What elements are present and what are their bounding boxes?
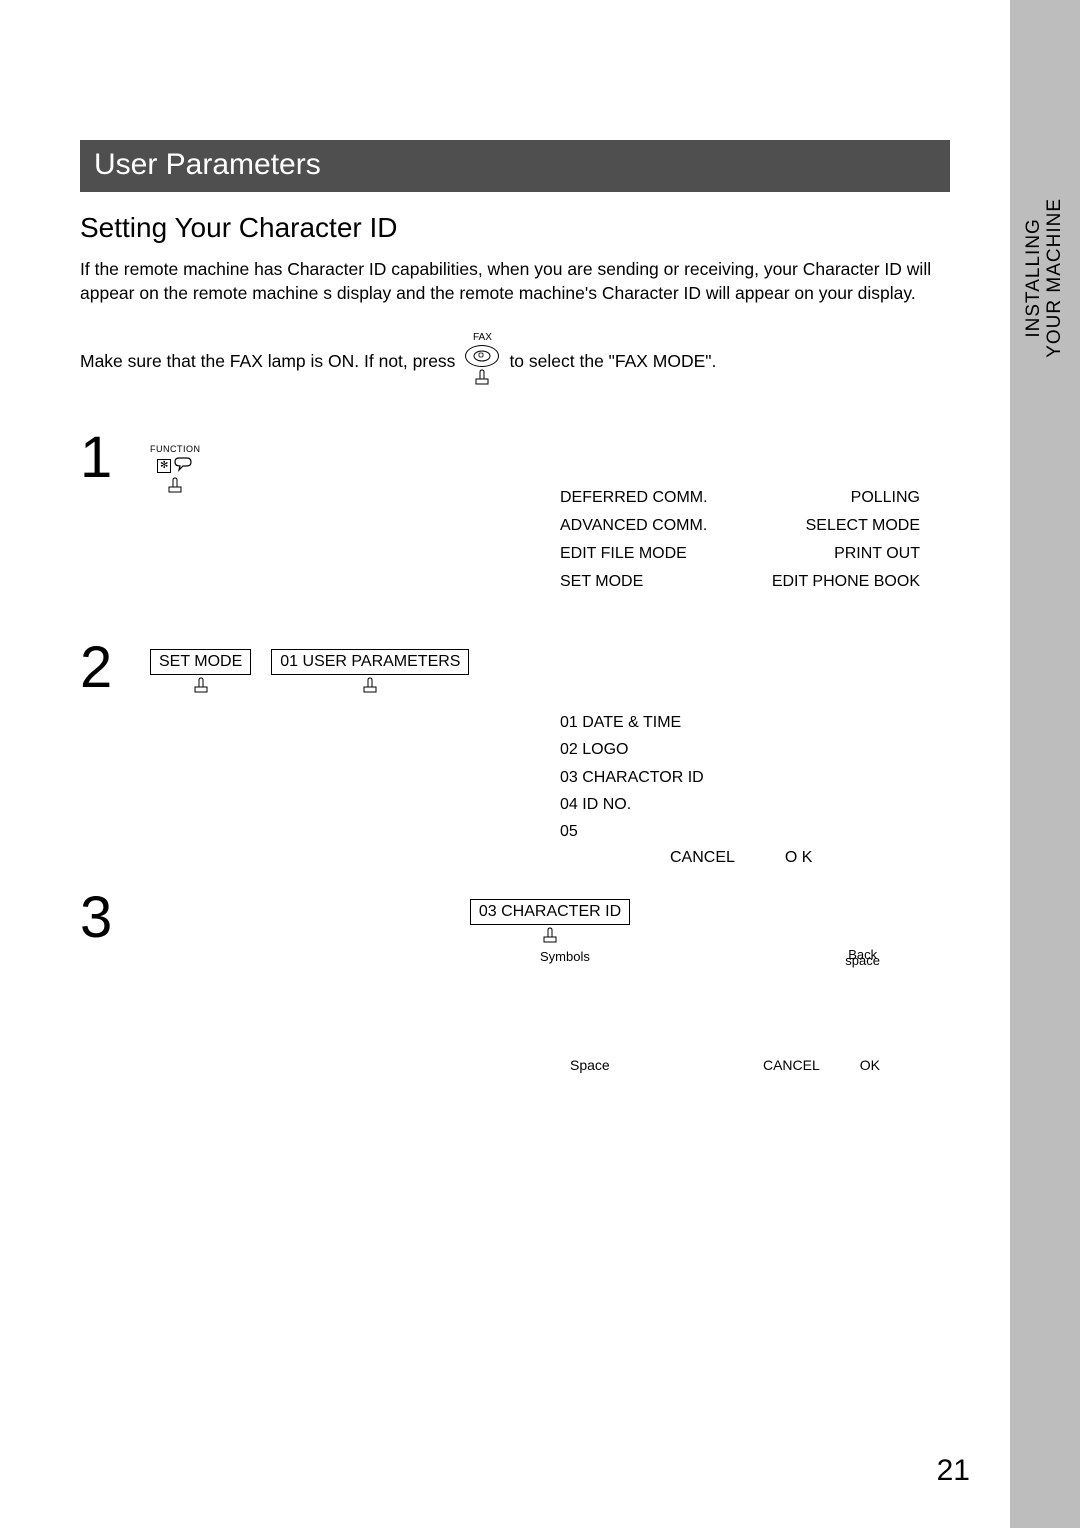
step-3: 3 03 CHARACTER ID Symbols Back space Spa… [80,889,950,1109]
step-3-number: 3 [80,889,150,947]
step-2: 2 SET MODE 01 USER PARAMETERS 01 DATE [80,639,950,869]
step-1: 1 FUNCTION ✻ DEFERRED COMM. POLLING [80,429,950,629]
fax-icon-label: FAX [473,333,492,343]
press-icon [360,677,380,695]
cancel-label[interactable]: CANCEL [670,849,735,867]
page-number: 21 [937,1454,970,1488]
user-parameters-button[interactable]: 01 USER PARAMETERS [271,649,469,675]
backspace-label[interactable]: Back space [845,949,880,966]
sidebar-line1: INSTALLING [1024,198,1045,358]
display-item: ADVANCED COMM. [560,517,707,535]
function-button[interactable]: FUNCTION ✻ [150,444,201,495]
asterisk-icon: ✻ [157,459,171,473]
list-item: 03 CHARACTOR ID [560,764,704,791]
step-2-display: 01 DATE & TIME 02 LOGO 03 CHARACTOR ID 0… [560,709,704,845]
symbols-row: Symbols Back space [540,949,880,966]
sidebar-tab: INSTALLING YOUR MACHINE [1010,0,1080,1528]
space-label[interactable]: Space [570,1057,610,1073]
display-item: PRINT OUT [834,545,920,563]
display-row: EDIT FILE MODE PRINT OUT [560,545,920,563]
press-icon [191,677,211,695]
cancel-label[interactable]: CANCEL [763,1057,820,1073]
step-2-number: 2 [80,639,150,697]
function-icons: ✻ [157,456,193,475]
section-header: User Parameters [80,140,950,192]
fax-button[interactable]: FAX [465,333,499,389]
set-mode-button[interactable]: SET MODE [150,649,251,675]
display-item: SELECT MODE [806,517,920,535]
fax-post-text: to select the "FAX MODE". [509,351,716,372]
fax-icon [465,345,499,367]
ok-label[interactable]: O K [785,849,813,867]
list-item: 05 [560,818,704,845]
ok-label[interactable]: OK [860,1057,880,1073]
sidebar-line2: YOUR MACHINE [1045,198,1066,358]
press-icon [472,369,492,389]
display-item: EDIT FILE MODE [560,545,687,563]
display-row: DEFERRED COMM. POLLING [560,489,920,507]
fax-pre-text: Make sure that the FAX lamp is ON. If no… [80,351,455,372]
display-item: EDIT PHONE BOOK [772,573,920,591]
list-item: 01 DATE & TIME [560,709,704,736]
section-subtitle: Setting Your Character ID [80,212,950,244]
sidebar-label: INSTALLING YOUR MACHINE [1010,178,1080,378]
step-1-number: 1 [80,429,150,487]
speech-icon [173,456,193,475]
cancel-ok-row: CANCEL O K [670,849,812,867]
display-item: SET MODE [560,573,643,591]
page-content: User Parameters Setting Your Character I… [80,140,950,1119]
display-row: ADVANCED COMM. SELECT MODE [560,517,920,535]
space-under-text: space [845,955,880,967]
display-row: SET MODE EDIT PHONE BOOK [560,573,920,591]
press-icon [165,477,185,495]
list-item: 02 LOGO [560,736,704,763]
user-params-button-col: 01 USER PARAMETERS [271,649,469,695]
intro-paragraph: If the remote machine has Character ID c… [80,258,950,305]
fax-instruction: Make sure that the FAX lamp is ON. If no… [80,333,950,389]
set-mode-button-col: SET MODE [150,649,251,695]
display-item: POLLING [851,489,920,507]
list-item: 04 ID NO. [560,791,704,818]
space-cancel-ok-row: Space CANCEL OK [540,1057,880,1073]
step-1-display: DEFERRED COMM. POLLING ADVANCED COMM. SE… [560,489,920,601]
display-item: DEFERRED COMM. [560,489,708,507]
symbols-label[interactable]: Symbols [540,949,590,966]
function-label: FUNCTION [150,444,201,454]
step-3-display: Symbols Back space Space CANCEL OK [540,919,880,1072]
